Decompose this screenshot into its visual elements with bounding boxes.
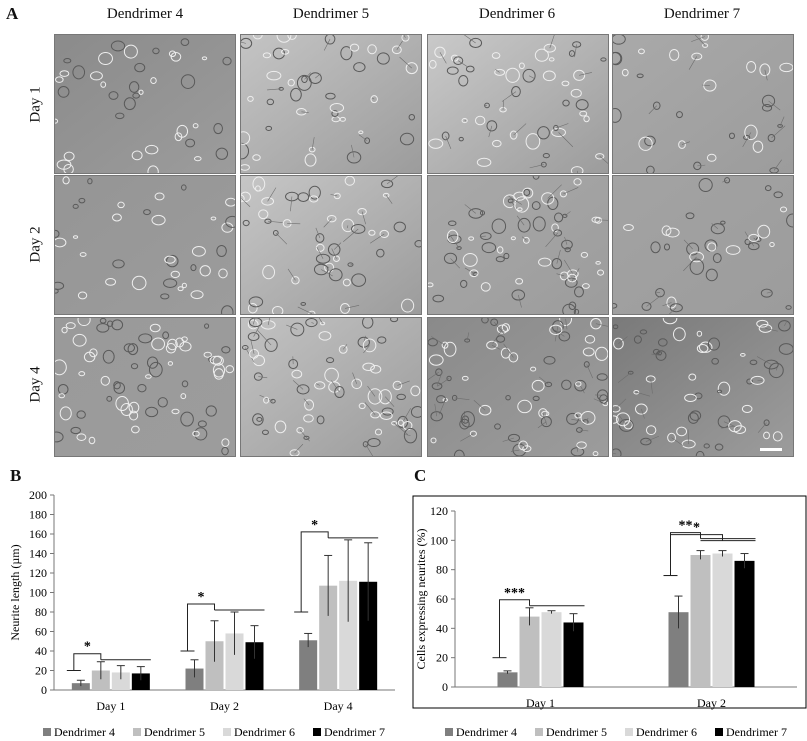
chart-c-ytick-label: 80 <box>436 563 448 577</box>
panel-label-c: C <box>414 466 427 485</box>
chart-b-legend-swatch <box>43 728 51 736</box>
chart-b-bar <box>299 640 318 690</box>
micrograph-2-1 <box>54 175 236 315</box>
chart-c-bar <box>497 672 518 687</box>
chart-b-sig-bracket <box>300 531 329 612</box>
chart-b-category-label: Day 1 <box>96 699 125 713</box>
chart-b-bar <box>91 670 110 690</box>
chart-b-ytick-label: 200 <box>29 488 47 502</box>
chart-b-sig-label: * <box>84 640 91 655</box>
chart-c-ytick-label: 60 <box>436 592 448 606</box>
column-heading-dendrimer-7: Dendrimer 7 <box>663 6 741 22</box>
chart-c-sig-label: ** <box>679 519 693 534</box>
chart-b-legend-entry: Dendrimer 6 <box>234 725 295 739</box>
row-heading-day-2: Day 2 <box>27 226 44 263</box>
chart-b-ytick-label: 140 <box>29 547 47 561</box>
chart-c-legend-entry: Dendrimer 5 <box>546 725 607 739</box>
chart-b-legend-entry: Dendrimer 7 <box>324 725 385 739</box>
chart-b-bar <box>225 633 244 690</box>
micrograph-3-2 <box>240 317 422 457</box>
chart-b-sig-label: * <box>198 590 205 605</box>
chart-b-ytick-label: 160 <box>29 527 47 541</box>
micrograph-1-3 <box>427 34 609 174</box>
chart-b-bar <box>205 641 224 690</box>
chart-c-legend-swatch <box>535 728 543 736</box>
chart-b-ytick-label: 40 <box>35 644 47 658</box>
chart-b-ytick-label: 60 <box>35 625 47 639</box>
panel-label-b: B <box>10 466 22 485</box>
chart-b-sig-label: * <box>311 518 318 533</box>
row-heading-day-4: Day 4 <box>27 366 44 403</box>
chart-b-bar <box>185 668 204 690</box>
chart-c-sig-label: * <box>693 521 700 536</box>
column-heading-dendrimer-4: Dendrimer 4 <box>106 6 184 22</box>
chart-c-ytick-label: 120 <box>430 504 448 518</box>
chart-b-ytick-label: 0 <box>41 683 47 697</box>
row-heading-day-1: Day 1 <box>27 86 44 123</box>
chart-b-bar <box>131 673 150 690</box>
chart-c-bar <box>541 612 562 687</box>
chart-b-legend-swatch <box>223 728 231 736</box>
chart-c-sig-label: *** <box>504 586 525 601</box>
chart-c-category-label: Day 2 <box>697 696 726 710</box>
column-heading-dendrimer-5: Dendrimer 5 <box>292 6 370 22</box>
chart-c-category-label: Day 1 <box>526 696 555 710</box>
chart-c-sig-bracket <box>499 599 530 658</box>
chart-b-bar <box>111 672 130 690</box>
chart-b-legend-swatch <box>133 728 141 736</box>
chart-b-category-label: Day 2 <box>210 699 239 713</box>
column-heading-dendrimer-6: Dendrimer 6 <box>478 6 556 22</box>
chart-b-ytick-label: 100 <box>29 586 47 600</box>
micrograph-1-1 <box>54 34 236 174</box>
micrograph-1-2 <box>240 34 422 174</box>
chart-b-sig-bracket <box>73 653 102 671</box>
chart-neurite-length: 0 20 40 60 80 100 120 140 160 180 200 Neurite lengt… <box>8 488 395 739</box>
micrograph-3-3 <box>427 317 609 457</box>
chart-c-legend-swatch <box>625 728 633 736</box>
chart-b-y-axis-label: Neurite length (µm) <box>8 544 22 640</box>
chart-c-bar <box>519 616 540 687</box>
micrograph-1-4 <box>612 34 794 174</box>
chart-b-sig-bracket <box>187 603 215 651</box>
chart-b-legend-swatch <box>313 728 321 736</box>
scale-bar <box>760 448 782 451</box>
chart-b-ytick-label: 120 <box>29 566 47 580</box>
micrograph-3-4 <box>612 317 794 457</box>
chart-c-legend-entry: Dendrimer 6 <box>636 725 697 739</box>
chart-c-y-axis-label: Cells expressing neurites (%) <box>414 529 428 670</box>
chart-c-legend-swatch <box>715 728 723 736</box>
chart-c-bar <box>668 612 689 687</box>
micrograph-2-3 <box>427 175 609 315</box>
chart-c-bar <box>712 553 733 687</box>
chart-b-legend-entry: Dendrimer 4 <box>54 725 115 739</box>
chart-c-frame <box>412 495 807 709</box>
chart-c-ytick-label: 100 <box>430 533 448 547</box>
micrograph-2-4 <box>612 175 794 315</box>
chart-c-ytick-label: 20 <box>436 651 448 665</box>
chart-b-bar <box>339 580 358 690</box>
chart-c-legend-entry: Dendrimer 4 <box>456 725 517 739</box>
chart-c-legend-entry: Dendrimer 7 <box>726 725 787 739</box>
chart-c-ytick-label: 40 <box>436 621 448 635</box>
chart-b-category-label: Day 4 <box>324 699 353 713</box>
chart-b-ytick-label: 180 <box>29 508 47 522</box>
chart-b-bar <box>245 642 264 690</box>
chart-c-bar <box>563 622 584 687</box>
chart-c-ytick-label: 0 <box>442 680 448 694</box>
chart-c-legend-swatch <box>445 728 453 736</box>
chart-c-sig-bracket <box>670 534 723 576</box>
chart-b-ytick-label: 80 <box>35 605 47 619</box>
micrograph-3-1 <box>54 317 236 457</box>
chart-c-bar <box>690 555 711 687</box>
chart-b-legend-entry: Dendrimer 5 <box>144 725 205 739</box>
chart-b-bar <box>71 683 90 690</box>
chart-c-bar <box>734 560 755 687</box>
micrograph-2-2 <box>240 175 422 315</box>
chart-b-ytick-label: 20 <box>35 664 47 678</box>
panel-label-a: A <box>6 4 19 23</box>
chart-b-bar <box>319 585 338 690</box>
chart-b-bar <box>359 581 378 690</box>
